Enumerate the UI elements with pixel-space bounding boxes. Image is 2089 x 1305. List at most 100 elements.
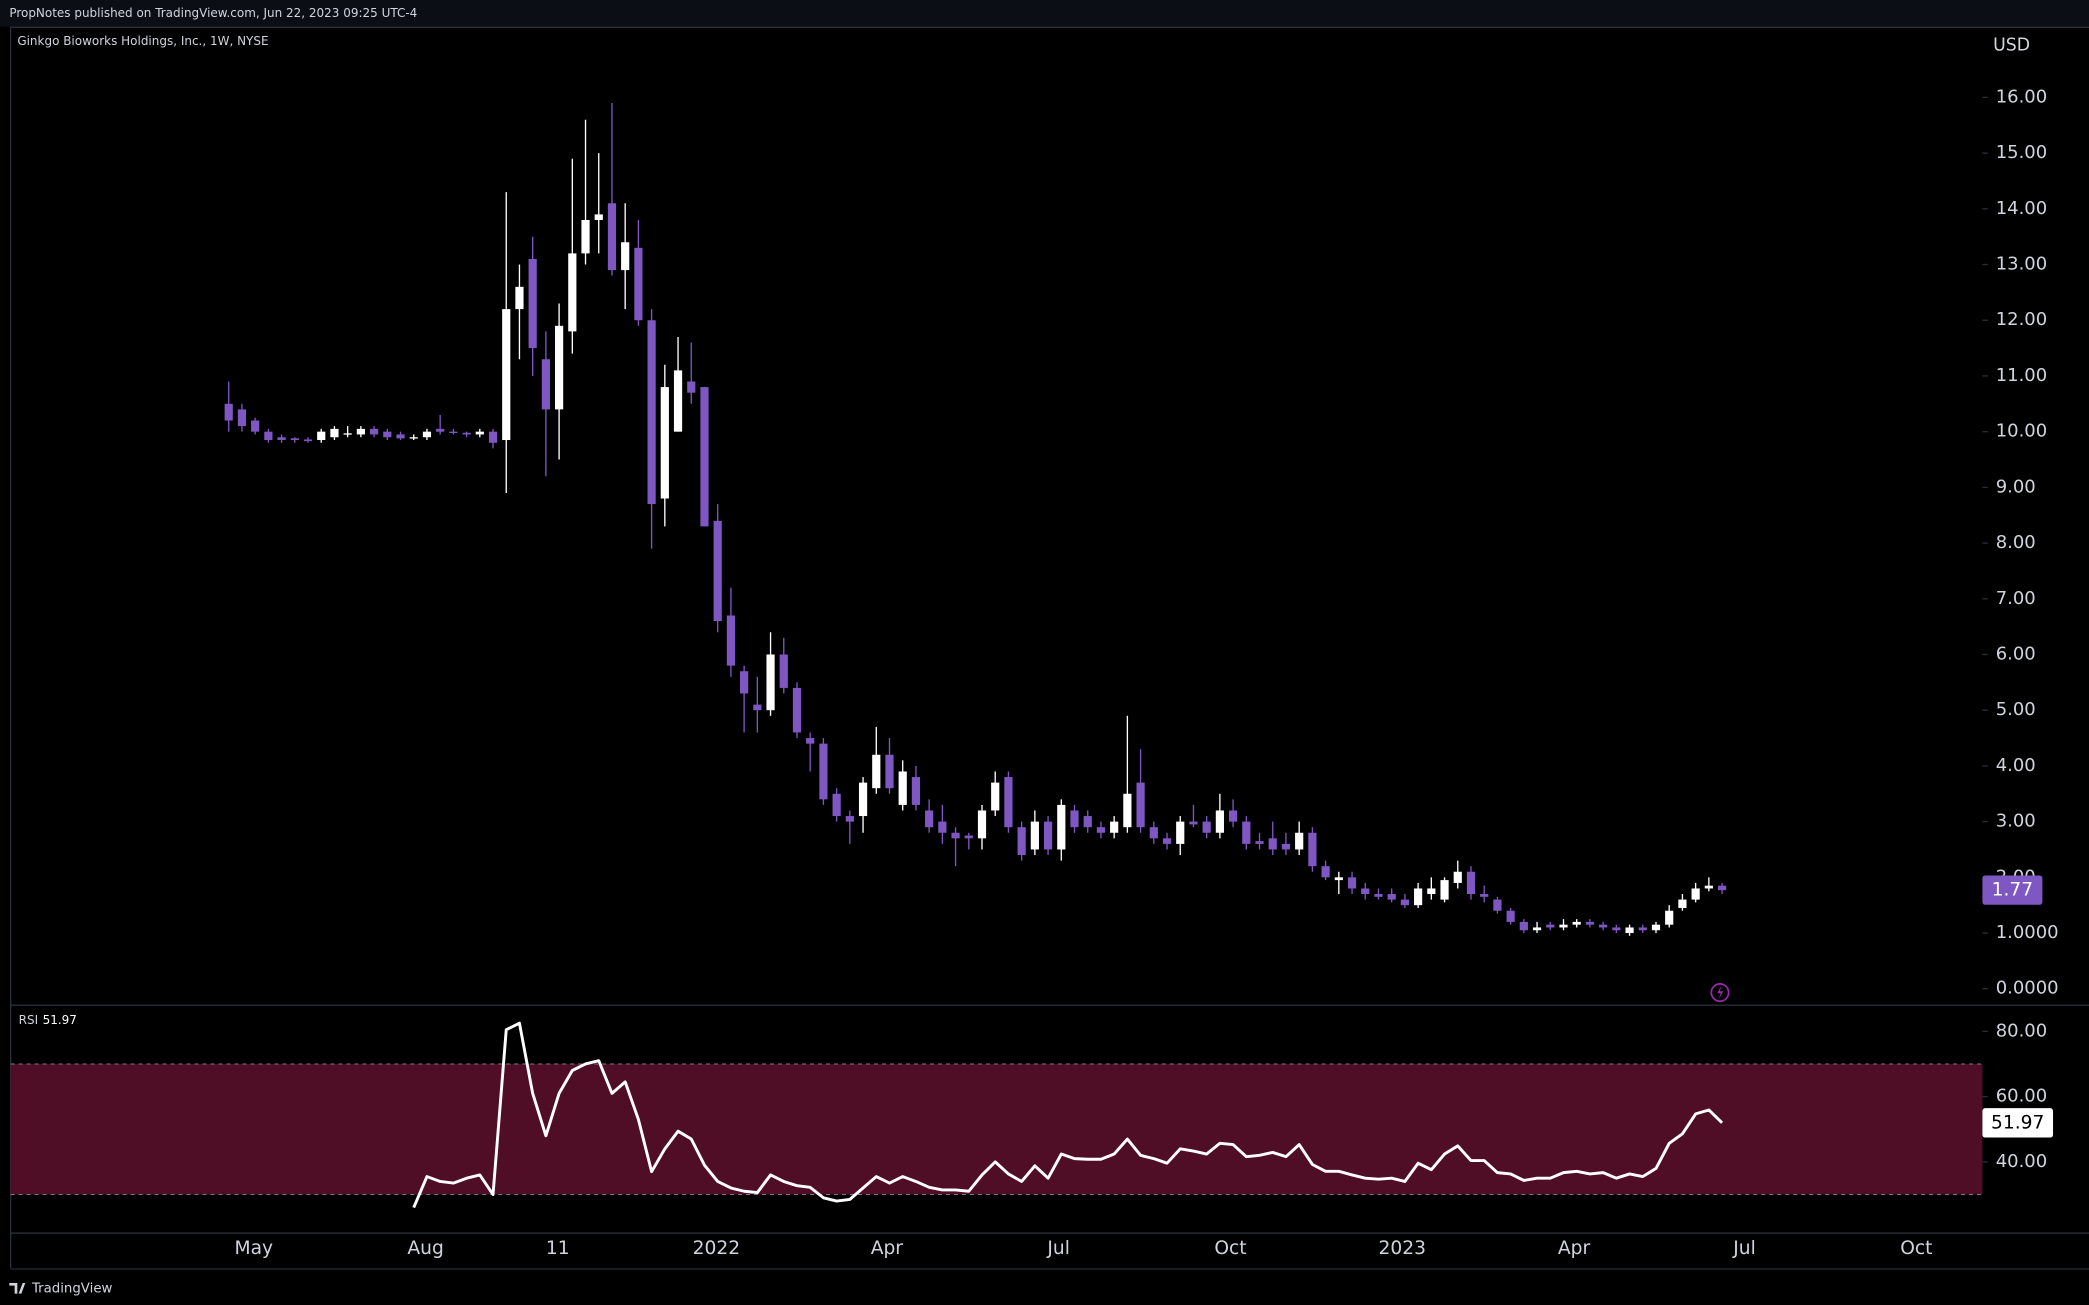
candle-body <box>951 832 960 839</box>
candle-body <box>1096 827 1106 833</box>
candle-body <box>594 214 603 220</box>
event-icon-bolt <box>1717 985 1724 1000</box>
x-tick-label: Jul <box>1046 1238 1070 1259</box>
candle-body <box>1334 877 1343 881</box>
y-tick-label: 15.00 <box>1996 142 2047 163</box>
axes: 0.00001.00002.003.004.005.006.007.008.00… <box>43 86 2059 1258</box>
candle-body <box>251 420 260 432</box>
published-text: PropNotes published on TradingView.com, … <box>9 6 417 20</box>
candle-body <box>845 816 854 822</box>
x-tick-label: May <box>235 1238 274 1259</box>
candle-body <box>1665 910 1674 925</box>
candle-body <box>1123 793 1132 828</box>
y-tick-label: 7.00 <box>1996 588 2036 609</box>
candle-body <box>1453 871 1462 883</box>
candle-body <box>290 438 299 441</box>
candle-body <box>726 615 736 666</box>
y-tick-label: 40.00 <box>1996 1151 2047 1172</box>
candle-body <box>462 432 471 435</box>
candle-body <box>1043 821 1053 850</box>
y-tick-label: 10.00 <box>1996 421 2047 442</box>
x-tick-label: Aug <box>407 1238 443 1259</box>
candle-body <box>1242 821 1251 844</box>
x-tick-label: Apr <box>871 1238 904 1259</box>
last-price-box <box>1982 875 2043 905</box>
candle-body <box>541 359 550 410</box>
rsi-pane: RSI <box>10 1013 1983 1209</box>
candle-body <box>1347 877 1357 889</box>
candle-body <box>1162 838 1172 844</box>
candle-body <box>607 203 617 271</box>
candle-body <box>224 403 233 421</box>
candle-body <box>303 439 313 442</box>
y-tick-label: 11.00 <box>1996 365 2047 386</box>
candle-body <box>1638 927 1647 931</box>
candle-body <box>673 370 683 432</box>
candle-body <box>1255 841 1264 844</box>
candle-body <box>1625 927 1634 934</box>
candle-body <box>1321 866 1330 878</box>
candle-body <box>1400 899 1409 906</box>
candle-body <box>422 431 432 438</box>
candle-body <box>1136 782 1145 828</box>
top-bar <box>0 0 2089 27</box>
y-tick-label: 12.00 <box>1996 309 2047 330</box>
currency-label: USD <box>1993 35 2030 55</box>
rsi-title: RSI <box>19 1013 38 1027</box>
candle-body <box>1215 810 1224 833</box>
candle-body <box>1466 871 1476 895</box>
candle-body <box>528 258 537 349</box>
candle-body <box>317 431 326 441</box>
candle-body <box>1070 810 1079 828</box>
candle-body <box>753 704 762 711</box>
y-tick-label: 0.0000 <box>1996 978 2059 999</box>
candle-body <box>515 286 524 310</box>
candle-body <box>1176 821 1185 844</box>
candle-body <box>568 253 577 332</box>
candle-body <box>1361 888 1370 895</box>
rsi-band <box>10 1063 1983 1195</box>
candle-body <box>766 654 775 711</box>
candle-body <box>1493 899 1502 911</box>
x-tick-label: Oct <box>1900 1238 1932 1259</box>
candle-body <box>409 437 418 439</box>
y-tick-label: 14.00 <box>1996 198 2047 219</box>
candle-body <box>1083 816 1092 828</box>
candle-body <box>1202 821 1211 833</box>
event-icon[interactable] <box>1710 983 1730 1003</box>
candle-body <box>713 520 722 622</box>
candle-body <box>1281 843 1291 850</box>
symbol-label: Ginkgo Bioworks Holdings, Inc., 1W, NYSE <box>17 34 268 48</box>
candle-body <box>925 810 934 828</box>
candle-body <box>1308 832 1317 867</box>
candle-body <box>237 409 247 427</box>
candle-body <box>1691 888 1700 900</box>
candle-body <box>819 743 828 800</box>
y-tick-label: 8.00 <box>1996 532 2036 553</box>
candle-body <box>647 320 656 505</box>
rsi-value-box <box>1982 1108 2054 1138</box>
candle-body <box>449 431 458 433</box>
x-tick-label: Oct <box>1214 1238 1246 1259</box>
candle-body <box>858 782 868 817</box>
y-tick-label: 9.00 <box>1996 476 2036 497</box>
y-tick-label: 16.00 <box>1996 86 2047 107</box>
candle-body <box>1585 921 1595 925</box>
candle-body <box>1651 924 1661 931</box>
candle-body <box>555 325 564 410</box>
candle-body <box>1427 888 1436 895</box>
footer-text: TradingView <box>31 1281 113 1296</box>
y-tick-label: 3.00 <box>1996 811 2036 832</box>
candle-body <box>356 428 365 435</box>
candle-body <box>396 434 405 439</box>
candle-body <box>436 428 445 432</box>
candle-body <box>872 754 881 789</box>
candle-body <box>1057 804 1066 850</box>
candle-body <box>1004 777 1013 828</box>
candle-body <box>1189 821 1198 825</box>
candle-body <box>792 687 802 733</box>
candle-body <box>1480 894 1489 897</box>
candle-body <box>475 431 484 435</box>
candle-body <box>1678 899 1687 908</box>
price-pane <box>224 102 1727 936</box>
